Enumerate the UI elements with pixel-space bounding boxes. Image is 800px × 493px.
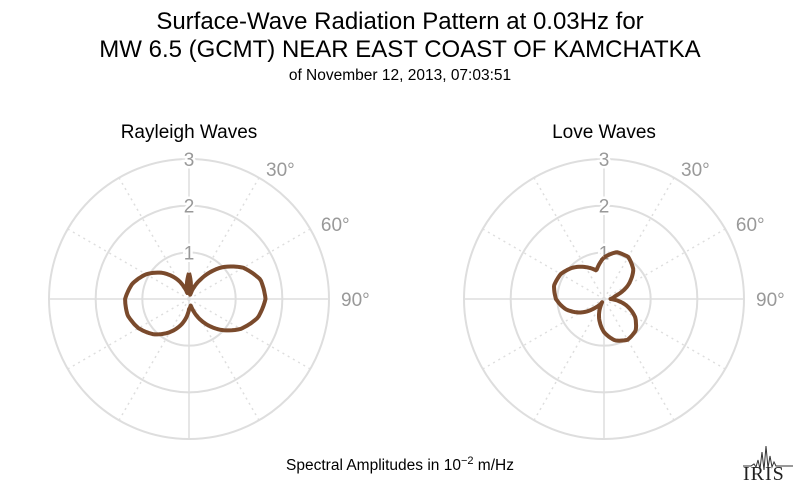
plot-1-ring-1 bbox=[141, 251, 237, 347]
plot-1-angle-label: 90° bbox=[341, 290, 370, 311]
plot-1-angle-label: 30° bbox=[266, 160, 295, 181]
plot-2-angle-label: 60° bbox=[736, 215, 765, 236]
caption-exponent: −2 bbox=[460, 455, 474, 467]
plot-2-radial-gridline bbox=[533, 177, 605, 300]
iris-logo-text: IRIS bbox=[743, 463, 785, 485]
plot-1-pattern-curve-1 bbox=[123, 264, 268, 337]
chart-subtitle: of November 12, 2013, 07:03:51 bbox=[288, 67, 512, 84]
amplitude-units-caption: Spectral Amplitudes in 10−2 m/Hz bbox=[0, 455, 800, 475]
plot-1-radial-tick-label: 3 bbox=[184, 150, 195, 171]
plot-2-radial-gridline bbox=[603, 228, 726, 300]
plot-2-radial-gridline bbox=[482, 298, 605, 370]
chart-title-line-2: MW 6.5 (GCMT) NEAR EAST COAST OF KAMCHAT… bbox=[99, 36, 701, 63]
plot-2-radial-gridline bbox=[603, 177, 675, 300]
plot-1-angle-label: 60° bbox=[321, 215, 350, 236]
plot-2-radial-gridline bbox=[603, 298, 726, 370]
plot-1-title: Rayleigh Waves bbox=[121, 122, 258, 143]
plot-2-angle-label: 90° bbox=[756, 290, 785, 311]
plot-2-ring-2 bbox=[509, 204, 699, 394]
plot-1-radial-gridline bbox=[67, 298, 190, 370]
plot-1-radial-tick-label: 1 bbox=[184, 243, 195, 264]
plot-2-radial-gridline bbox=[533, 298, 605, 421]
seismogram-icon bbox=[743, 445, 793, 470]
chart-title-block: Surface-Wave Radiation Pattern at 0.03Hz… bbox=[0, 8, 800, 86]
plot-1-radial-tick-label: 2 bbox=[184, 197, 195, 218]
caption-unit: m/Hz bbox=[473, 457, 514, 475]
iris-logo: IRIS bbox=[743, 440, 793, 486]
plot-1-radial-gridline bbox=[188, 228, 311, 300]
plot-2-pattern-curve-1 bbox=[552, 250, 639, 343]
plot-2-radial-gridline bbox=[603, 298, 675, 421]
plot-1-radial-gridline bbox=[188, 298, 311, 370]
plot-2-radial-tick-label: 3 bbox=[599, 150, 610, 171]
caption-base: 10 bbox=[443, 457, 461, 475]
chart-title-line-1: Surface-Wave Radiation Pattern at 0.03Hz… bbox=[156, 8, 644, 35]
plot-2-title: Love Waves bbox=[552, 122, 656, 143]
plot-2-radial-tick-label: 2 bbox=[599, 197, 610, 218]
plot-2-angle-label: 30° bbox=[681, 160, 710, 181]
plot-2-ring-3 bbox=[463, 158, 745, 440]
plot-1-ring-2 bbox=[94, 204, 284, 394]
caption-prefix: Spectral Amplitudes in bbox=[286, 457, 444, 475]
plot-1-ring-3 bbox=[48, 158, 330, 440]
plot-2-radial-gridline bbox=[482, 228, 605, 300]
